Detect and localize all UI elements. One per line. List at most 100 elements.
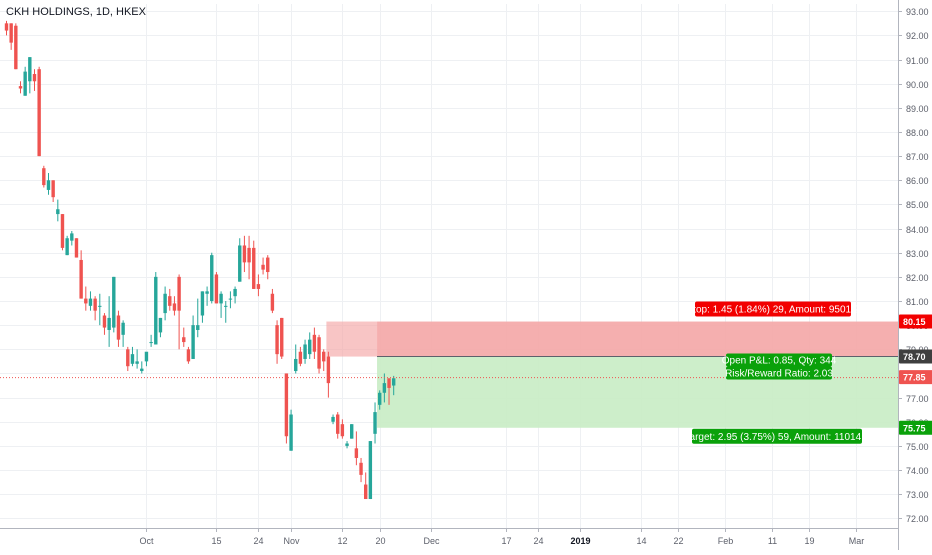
candle <box>266 255 270 280</box>
candle <box>354 431 359 466</box>
candle-body <box>364 484 368 500</box>
candle <box>228 291 233 309</box>
candle <box>130 346 135 367</box>
current-price-label: 77.85 <box>903 373 926 383</box>
candle-body <box>368 441 373 500</box>
candle-body <box>9 23 13 43</box>
candle <box>294 344 298 374</box>
x-tick-label: 22 <box>673 536 683 546</box>
candle-body <box>51 180 55 198</box>
target-info-label: Target: 2.95 (3.75%) 59, Amount: 11014.8 <box>685 432 870 443</box>
candle <box>93 296 97 321</box>
candle-body <box>144 351 149 362</box>
candle <box>340 419 345 439</box>
chart-title: CKH HOLDINGS, 1D, HKEX <box>6 6 146 18</box>
candle-body <box>88 298 93 306</box>
candle-body <box>37 69 41 157</box>
candle-body <box>46 180 51 190</box>
candles <box>4 20 396 500</box>
candle-body <box>93 298 97 311</box>
candle <box>42 165 46 188</box>
candle-body <box>247 247 251 263</box>
candle <box>112 276 116 333</box>
candle <box>345 441 349 449</box>
candle-body <box>331 416 335 422</box>
candle <box>144 351 149 367</box>
candle <box>289 409 293 451</box>
candle <box>224 301 228 323</box>
stop-zone <box>377 321 898 357</box>
x-tick-label: Feb <box>718 536 734 546</box>
candle-body <box>60 214 65 248</box>
candle-body <box>98 305 102 307</box>
candle <box>154 272 158 345</box>
stop-price-label: 80.15 <box>903 317 926 327</box>
stop-info-label-bg <box>695 301 851 317</box>
candle <box>214 272 219 304</box>
candle-body <box>172 303 177 311</box>
candle <box>261 257 265 275</box>
target-price-label: 75.75 <box>903 423 926 433</box>
candle-body <box>23 71 27 96</box>
candle <box>163 286 167 321</box>
candle-body <box>74 238 79 258</box>
candle-body <box>387 378 391 388</box>
y-tick-label: 92.00 <box>906 31 929 41</box>
candle <box>121 320 125 347</box>
candle <box>364 472 368 500</box>
y-tick-label: 84.00 <box>906 225 929 235</box>
risk-reward-label: Risk/Reward Ratio: 2.03 <box>725 369 833 380</box>
candle <box>350 424 354 439</box>
candle <box>196 298 200 338</box>
candle-body <box>326 356 331 384</box>
candle-body <box>233 288 237 297</box>
y-tick-label: 81.00 <box>906 297 929 307</box>
candle <box>186 346 191 364</box>
candle <box>280 317 284 359</box>
candle <box>336 412 340 439</box>
position-labels: 80.15 78.70 77.85 75.75 Stop: 1.45 (1.84%) 2… <box>685 301 932 444</box>
candle-body <box>322 351 326 362</box>
candle <box>79 250 83 299</box>
candle <box>308 332 312 359</box>
candle <box>317 334 321 374</box>
y-tick-label: 82.00 <box>906 273 929 283</box>
candle-body <box>200 291 205 316</box>
candle-body <box>266 257 270 273</box>
prior-stop-zone <box>326 321 378 357</box>
risk-reward-label-bg <box>726 366 832 380</box>
target-info-label-bg <box>692 428 862 444</box>
candle-body <box>182 337 186 343</box>
candle <box>126 346 130 372</box>
candle-body <box>219 293 223 304</box>
y-tick-label: 72.00 <box>906 514 929 524</box>
candle <box>378 390 382 410</box>
candle-body <box>378 392 382 405</box>
candle <box>18 81 23 94</box>
x-tick-label: 11 <box>768 536 777 546</box>
y-tick-label: 89.00 <box>906 104 929 114</box>
x-tick-label: 20 <box>375 536 385 546</box>
candle-body <box>135 361 139 364</box>
candle-body <box>210 255 214 302</box>
entry-price-label: 78.70 <box>903 352 926 362</box>
candle-body <box>168 296 172 306</box>
candle <box>387 378 391 405</box>
candle-body <box>317 337 321 369</box>
candle-body <box>275 325 279 355</box>
candle <box>32 69 37 91</box>
candle-body <box>354 448 359 458</box>
stop-price-label-bg <box>899 314 932 329</box>
candle <box>135 349 139 369</box>
candle <box>84 286 88 311</box>
x-tick-label: 17 <box>501 536 511 546</box>
candle-body <box>140 368 144 372</box>
candle-body <box>373 412 377 434</box>
candle-body <box>391 378 396 386</box>
candle-body <box>70 233 74 241</box>
y-tick-label: 85.00 <box>906 200 929 210</box>
candle <box>312 327 317 359</box>
x-tick-label: 12 <box>337 536 347 546</box>
candle <box>252 240 256 289</box>
x-tick-label: Nov <box>283 536 300 546</box>
